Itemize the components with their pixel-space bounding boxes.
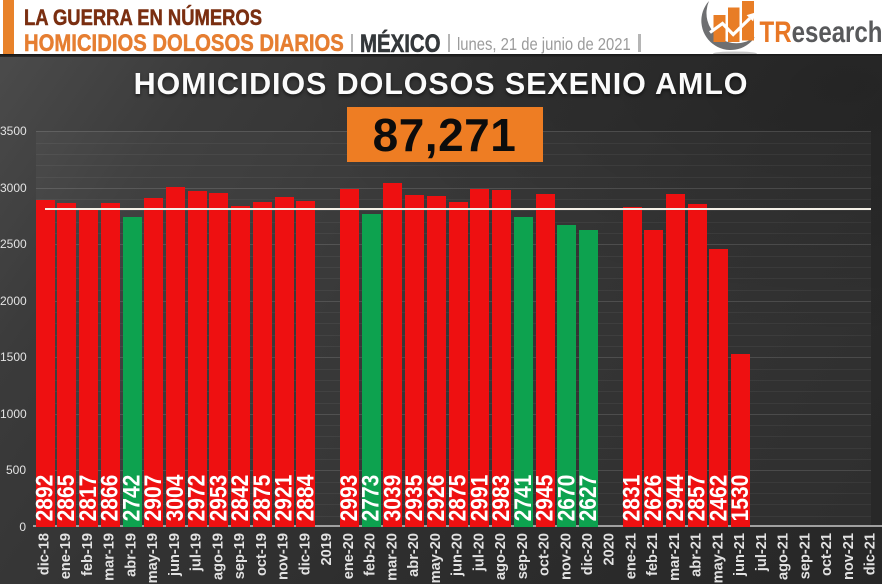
svg-text:TResearch: TResearch [760,16,882,49]
